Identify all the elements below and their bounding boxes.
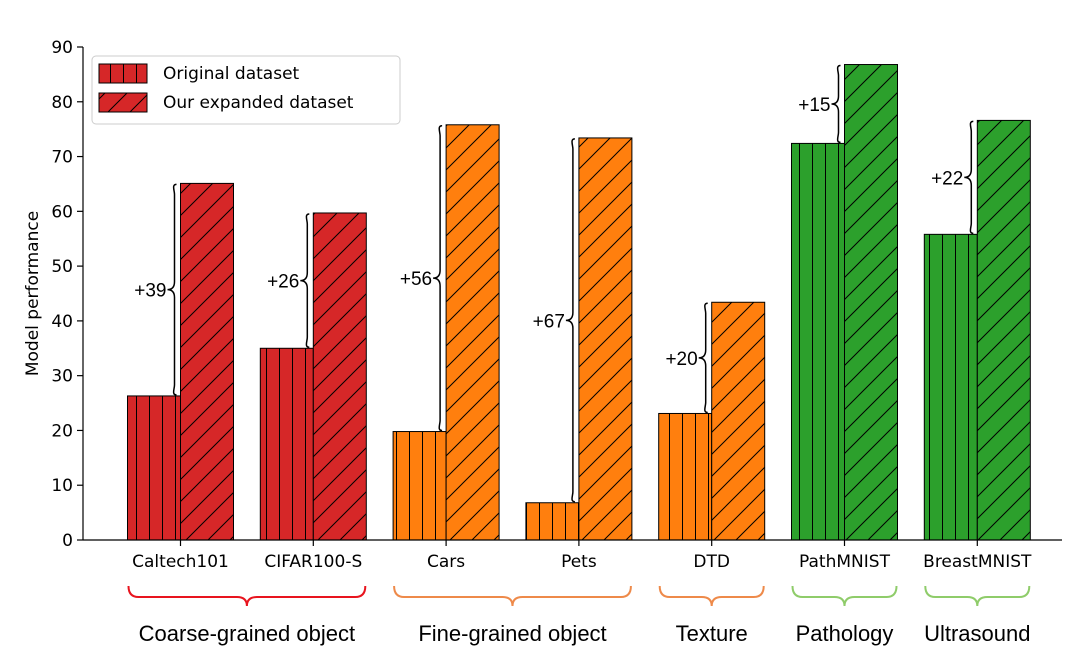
bar-hatch-expanded-caltech101	[180, 182, 234, 541]
group-label-4: Ultrasound	[924, 621, 1030, 646]
gain-label-pets: +67	[533, 311, 565, 332]
bar-hatch-original-cars	[392, 431, 447, 541]
gain-label-cifar100-s: +26	[267, 272, 299, 293]
gain-label-caltech101: +39	[134, 281, 166, 302]
y-tick-label: 40	[51, 312, 73, 332]
group-brackets-layer: Coarse-grained object Fine-grained object…	[127, 585, 1031, 646]
bars-layer	[127, 64, 1031, 541]
gain-brace-dtd	[698, 302, 708, 414]
gain-brace-cars	[433, 125, 443, 432]
y-axis-title: Model performance	[23, 211, 43, 376]
group-bracket-4	[924, 585, 1031, 607]
legend-label-1: Our expanded dataset	[163, 93, 354, 113]
y-tick-label: 90	[51, 38, 73, 58]
gain-brace-pathmnist	[831, 64, 841, 144]
bar-hatch-expanded-cifar100-s	[312, 212, 367, 541]
bar-hatch-original-caltech101	[127, 395, 181, 541]
x-tick-label-pets: Pets	[561, 552, 597, 572]
y-tick-label: 70	[51, 148, 73, 168]
gain-label-cars: +56	[400, 269, 432, 290]
legend-label-0: Original dataset	[163, 64, 300, 84]
y-tick-label: 0	[62, 531, 73, 551]
x-tick-label-cars: Cars	[427, 552, 465, 572]
gain-brace-pets	[565, 138, 576, 503]
x-tick-label-dtd: DTD	[693, 552, 730, 572]
gain-brace-breastmnist	[964, 120, 974, 235]
bar-hatch-original-cifar100-s	[259, 347, 314, 541]
gain-label-dtd: +20	[665, 349, 697, 370]
y-tick-label: 20	[51, 421, 73, 441]
y-tick-label: 50	[51, 257, 73, 277]
group-bracket-3	[791, 585, 898, 607]
gain-label-breastmnist: +22	[931, 168, 963, 189]
group-bracket-1	[393, 585, 632, 607]
legend-swatch-1	[98, 92, 148, 113]
gain-label-pathmnist: +15	[798, 95, 830, 116]
group-label-2: Texture	[676, 621, 748, 646]
annotations-layer: +39 +26 +56 +67 +20 +15 +22	[134, 64, 974, 503]
bar-hatch-expanded-cars	[445, 124, 500, 541]
x-tick-label-breastmnist: BreastMNIST	[923, 552, 1032, 572]
group-bracket-0	[127, 585, 367, 607]
y-tick-label: 80	[51, 93, 73, 113]
bar-hatch-expanded-pets	[578, 137, 633, 541]
bar-hatch-original-pets	[525, 502, 580, 541]
bar-hatch-expanded-breastmnist	[976, 119, 1031, 541]
y-tick-label: 60	[51, 202, 73, 222]
group-label-1: Fine-grained object	[418, 621, 606, 646]
x-tick-label-caltech101: Caltech101	[132, 552, 229, 572]
x-tick-label-cifar100-s: CIFAR100-S	[264, 552, 362, 572]
y-tick-label: 10	[51, 476, 73, 496]
group-bracket-2	[658, 585, 765, 607]
group-label-3: Pathology	[796, 621, 894, 646]
bar-hatch-original-pathmnist	[791, 142, 845, 541]
bar-hatch-original-breastmnist	[923, 233, 978, 541]
bar-hatch-expanded-dtd	[711, 301, 766, 541]
gain-brace-cifar100-s	[300, 213, 310, 349]
axes-layer: 0 10 20 30 40 50 60 70 80 90 Caltech101 CIFAR100-S C…	[23, 38, 1062, 572]
bar-hatch-original-dtd	[658, 412, 713, 541]
x-tick-label-pathmnist: PathMNIST	[799, 552, 891, 572]
bar-hatch-expanded-pathmnist	[844, 64, 898, 541]
group-label-0: Coarse-grained object	[139, 621, 355, 646]
legend-swatch-0	[98, 63, 148, 84]
legend-box	[91, 55, 401, 125]
legend: Original dataset Our expanded dataset	[91, 55, 401, 125]
gain-brace-caltech101	[167, 183, 177, 396]
y-tick-label: 30	[51, 367, 73, 387]
